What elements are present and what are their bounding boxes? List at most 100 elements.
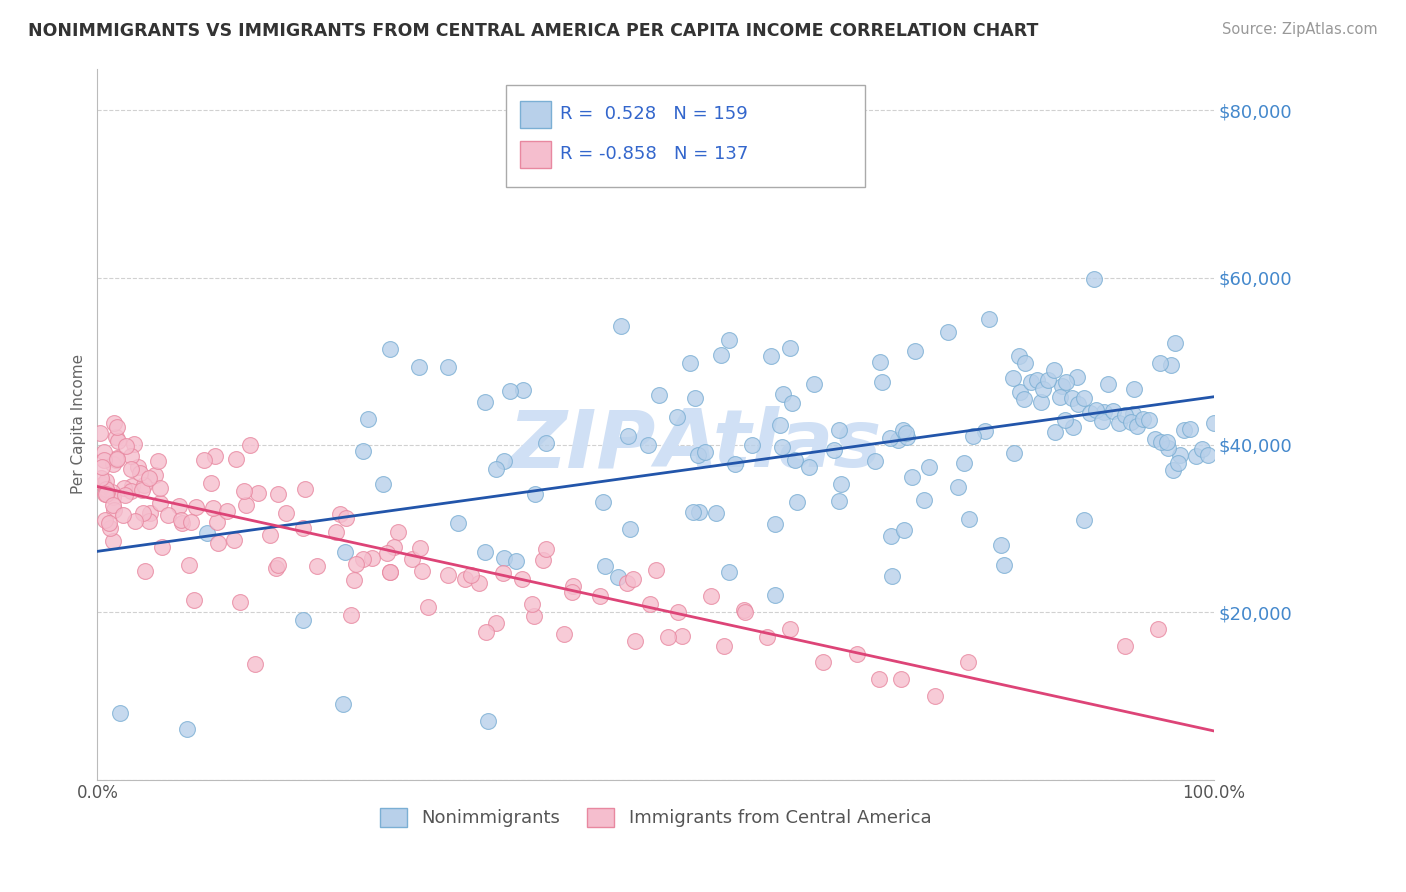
Point: [827, 423, 849, 437]
Point: [733, 602, 755, 616]
Point: [205, 515, 228, 529]
Point: [193, 452, 215, 467]
Point: [128, 466, 150, 480]
Point: [828, 494, 851, 508]
Point: [235, 498, 257, 512]
Point: [202, 500, 225, 515]
Point: [101, 485, 124, 500]
Text: ZIP: ZIP: [509, 407, 655, 484]
Point: [105, 453, 128, 467]
Point: [1156, 434, 1178, 449]
Point: [179, 558, 201, 572]
Point: [1066, 370, 1088, 384]
Point: [101, 490, 124, 504]
Point: [267, 487, 290, 501]
Point: [112, 481, 135, 495]
Point: [1049, 390, 1071, 404]
Point: [1147, 622, 1170, 636]
Point: [408, 359, 430, 374]
Point: [411, 564, 433, 578]
Point: [768, 418, 790, 433]
Point: [1122, 407, 1144, 421]
Point: [138, 514, 160, 528]
Point: [893, 524, 915, 538]
Point: [896, 430, 918, 444]
Point: [474, 545, 496, 559]
Point: [886, 433, 908, 447]
Point: [657, 630, 679, 644]
Point: [891, 423, 914, 437]
Point: [101, 457, 124, 471]
Point: [946, 480, 969, 494]
Point: [1121, 415, 1143, 429]
Point: [589, 589, 612, 603]
Point: [1091, 414, 1114, 428]
Text: Atlas: Atlas: [655, 407, 882, 484]
Point: [534, 436, 557, 450]
Point: [718, 566, 741, 580]
Point: [1038, 373, 1060, 387]
Y-axis label: Per Capita Income: Per Capita Income: [72, 354, 86, 494]
Point: [103, 416, 125, 430]
Point: [1163, 335, 1185, 350]
Point: [1149, 356, 1171, 370]
Legend: Nonimmigrants, Immigrants from Central America: Nonimmigrants, Immigrants from Central A…: [373, 801, 939, 835]
Point: [247, 486, 270, 500]
Point: [1157, 442, 1180, 456]
Point: [637, 437, 659, 451]
Point: [1143, 432, 1166, 446]
Point: [215, 504, 238, 518]
Point: [149, 496, 172, 510]
Point: [1062, 419, 1084, 434]
Point: [485, 462, 508, 476]
Point: [492, 454, 515, 468]
Point: [352, 444, 374, 458]
Point: [1002, 445, 1025, 459]
Point: [1084, 402, 1107, 417]
Point: [101, 498, 124, 512]
Point: [616, 428, 638, 442]
Point: [974, 424, 997, 438]
Point: [593, 558, 616, 573]
Point: [845, 647, 868, 661]
Point: [357, 412, 380, 426]
Point: [592, 495, 614, 509]
Point: [890, 672, 912, 686]
Point: [90, 460, 112, 475]
Point: [418, 599, 440, 614]
Point: [924, 689, 946, 703]
Point: [267, 558, 290, 572]
Point: [437, 359, 460, 374]
Point: [1053, 412, 1076, 426]
Point: [779, 341, 801, 355]
Point: [114, 488, 136, 502]
Point: [335, 544, 357, 558]
Point: [111, 508, 134, 522]
Point: [352, 551, 374, 566]
Point: [610, 318, 633, 333]
Point: [685, 391, 707, 405]
Point: [344, 557, 367, 571]
Point: [409, 541, 432, 556]
Point: [830, 476, 852, 491]
Point: [811, 656, 834, 670]
Point: [779, 622, 801, 636]
Point: [868, 672, 890, 686]
Point: [648, 387, 671, 401]
Point: [688, 505, 710, 519]
Point: [243, 657, 266, 672]
Text: R =  0.528   N = 159: R = 0.528 N = 159: [560, 105, 748, 123]
Point: [207, 536, 229, 550]
Point: [176, 723, 198, 737]
Point: [763, 516, 786, 531]
Point: [378, 565, 401, 579]
Point: [1137, 413, 1160, 427]
Point: [1185, 449, 1208, 463]
Point: [783, 452, 806, 467]
Text: R = -0.858   N = 137: R = -0.858 N = 137: [560, 145, 748, 163]
Point: [756, 631, 779, 645]
Point: [156, 508, 179, 522]
Point: [499, 384, 522, 398]
Point: [621, 572, 644, 586]
Point: [98, 516, 121, 530]
